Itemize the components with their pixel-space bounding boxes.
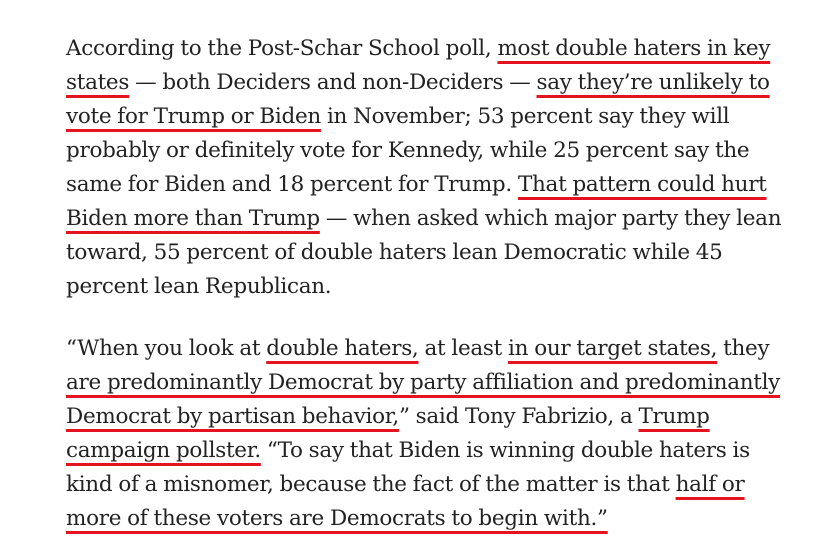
text-segment: According to the Post-Schar School poll, xyxy=(66,36,498,61)
text-segment: — when asked which major party they lean… xyxy=(66,206,782,299)
paragraph-poll-results: According to the Post-Schar School poll,… xyxy=(66,32,782,304)
underlined-phrase: most double haters in key states xyxy=(66,36,771,95)
underlined-phrase: That pattern could hurt Biden more than … xyxy=(66,172,767,231)
underlined-phrase: half or more of these voters are Democra… xyxy=(66,472,745,531)
underlined-phrase: are predominantly Democrat by party affi… xyxy=(66,370,781,429)
underlined-phrase: say they’re unlikely to vote for Trump o… xyxy=(66,70,770,129)
paragraph-fabrizio-quote: “When you look at double haters, at leas… xyxy=(66,332,782,536)
underlined-phrase: double haters, xyxy=(266,336,419,361)
text-segment: “When you look at xyxy=(66,336,267,361)
text-segment: in November; 53 percent say they will pr… xyxy=(66,104,750,197)
text-segment: they xyxy=(717,336,770,361)
text-segment: ” said Tony Fabrizio, a xyxy=(398,404,639,429)
underlined-phrase: in our target states, xyxy=(508,336,718,361)
text-segment: at least xyxy=(418,336,509,361)
underlined-phrase: Trump campaign pollster. xyxy=(66,404,710,463)
text-segment: “To say that Biden is winning double hat… xyxy=(66,438,750,497)
text-segment: — both Deciders and non-Deciders — xyxy=(129,70,537,95)
article-body: According to the Post-Schar School poll,… xyxy=(66,32,782,536)
